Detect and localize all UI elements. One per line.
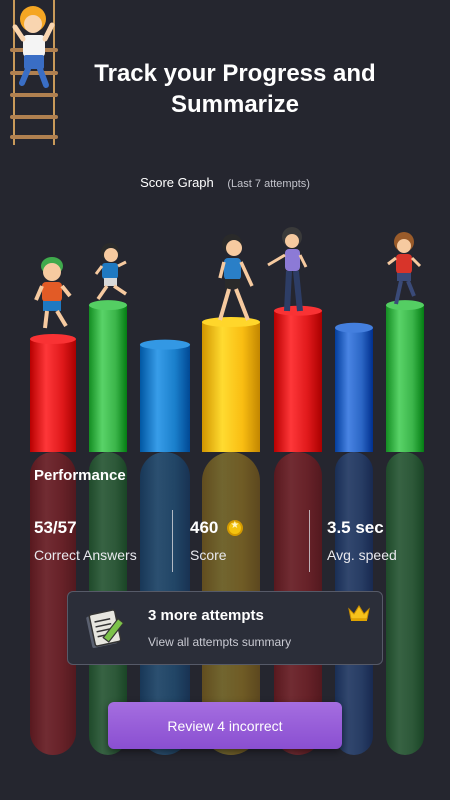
stat-correct-answers: 53/57 Correct Answers <box>34 518 137 563</box>
stat-divider <box>309 510 310 572</box>
avg-speed-label: Avg. speed <box>327 547 397 563</box>
crown-icon <box>348 605 370 621</box>
score-bar-top <box>140 339 190 350</box>
score-graph-sublabel: (Last 7 attempts) <box>227 178 310 190</box>
correct-answers-label: Correct Answers <box>34 547 137 563</box>
bar-reflection <box>386 452 424 755</box>
coin-icon <box>227 520 244 536</box>
score-value: 460 <box>190 518 219 537</box>
score-label: Score <box>190 547 227 563</box>
more-attempts-card[interactable]: 3 more attempts View all attempts summar… <box>67 591 383 665</box>
stat-score: 460 Score <box>190 518 244 563</box>
score-bar <box>274 310 322 452</box>
score-graph-header: Score Graph (Last 7 attempts) <box>0 175 450 190</box>
stat-avg-speed: 3.5 sec Avg. speed <box>327 518 397 563</box>
attempts-title: 3 more attempts <box>148 607 264 624</box>
score-bar-top <box>30 334 76 344</box>
document-pencil-icon <box>86 609 125 648</box>
score-bar-top <box>89 300 127 311</box>
score-bar <box>140 344 190 452</box>
stat-divider <box>172 510 173 572</box>
review-incorrect-button[interactable]: Review 4 incorrect <box>108 702 342 749</box>
score-bar-top <box>202 317 260 328</box>
score-bar <box>335 327 373 452</box>
score-bar-top <box>335 322 373 333</box>
score-bar <box>30 339 76 452</box>
performance-title: Performance <box>34 467 126 484</box>
score-bar-top <box>386 300 424 311</box>
page-title: Track your Progress and Summarize <box>94 60 376 118</box>
score-bar <box>202 322 260 452</box>
attempts-subtitle: View all attempts summary <box>148 635 292 649</box>
kid-figures-illustration <box>34 227 422 329</box>
ladder-climber-illustration <box>10 0 58 145</box>
bar-reflection <box>30 452 76 755</box>
score-bar <box>386 305 424 452</box>
correct-answers-value: 53/57 <box>34 518 77 537</box>
score-bar <box>89 305 127 452</box>
avg-speed-value: 3.5 sec <box>327 518 384 537</box>
score-graph-label: Score Graph <box>140 175 214 190</box>
